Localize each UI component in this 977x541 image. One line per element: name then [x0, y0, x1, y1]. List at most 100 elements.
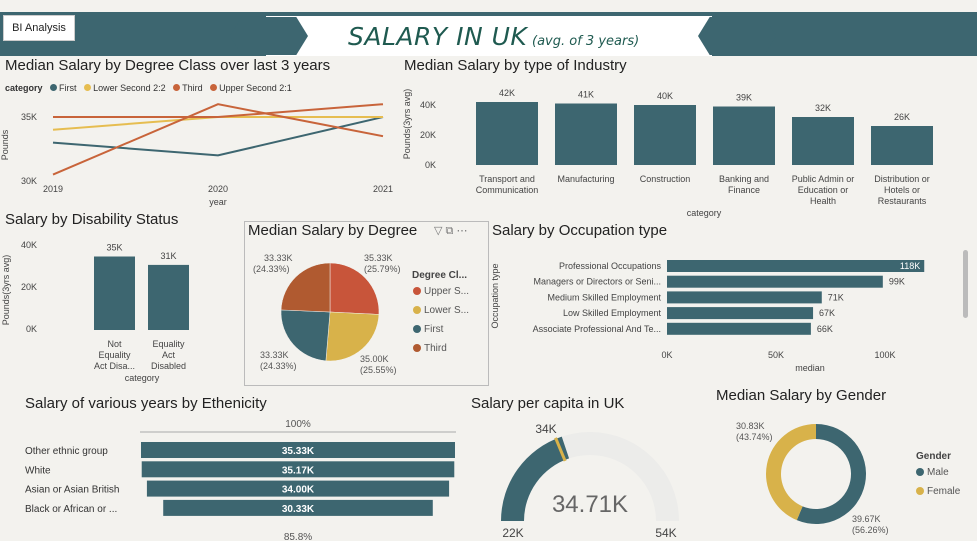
- industry-category-label: Health: [810, 196, 836, 206]
- line-xlabel: year: [209, 197, 227, 207]
- pie-legend-first[interactable]: First: [424, 324, 444, 335]
- ethnicity-chart-title: Salary of various years by Ethenicity: [25, 395, 267, 412]
- ethnicity-top-pct: 100%: [285, 419, 311, 430]
- scrollbar[interactable]: [963, 250, 968, 318]
- line-series-2[interactable]: [52, 103, 384, 176]
- pie-legend-upper[interactable]: Upper S...: [424, 286, 469, 297]
- line-xtick-2020: 2020: [208, 184, 228, 194]
- occupation-xtick-0k: 0K: [661, 350, 672, 360]
- occupation-bar-label: 67K: [819, 308, 835, 318]
- industry-ytick-20k: 20K: [420, 130, 436, 140]
- page-title: SALARY IN UK: [348, 22, 528, 51]
- occupation-bar[interactable]: [667, 307, 814, 320]
- legend-dot-third: [173, 84, 181, 91]
- industry-chart-svg: Pounds(3yrs avg) 40K 20K 0K 42K Transport…: [402, 88, 933, 218]
- industry-bar-label: 32K: [815, 103, 831, 113]
- ethnicity-bar[interactable]: [141, 442, 455, 458]
- occupation-xlabel: median: [795, 363, 825, 373]
- disability-chart-title: Salary by Disability Status: [5, 211, 179, 228]
- bi-analysis-button[interactable]: BI Analysis: [3, 15, 75, 41]
- occupation-bar[interactable]: [667, 291, 822, 304]
- disability-ytick-40k: 40K: [21, 240, 37, 250]
- disability-ytick-20k: 20K: [21, 282, 37, 292]
- filter-icon[interactable]: ▽: [434, 225, 443, 237]
- disability-ytick-0k: 0K: [26, 324, 37, 334]
- industry-bar[interactable]: [634, 105, 696, 165]
- disability-bar[interactable]: [148, 264, 189, 330]
- legend-item-lower-second[interactable]: Lower Second 2:2: [93, 83, 166, 93]
- occupation-bar[interactable]: [667, 260, 925, 272]
- industry-chart-title: Median Salary by type of Industry: [404, 57, 627, 74]
- pie-label-third-pct: (24.33%): [253, 264, 290, 274]
- occupation-chart-title: Salary by Occupation type: [492, 222, 668, 239]
- ethnicity-chart-svg: 100% 35.33K Other ethnic group 35.17K White…: [25, 419, 456, 541]
- donut-legend-female[interactable]: Female: [927, 486, 961, 497]
- more-options-icon[interactable]: ⋯: [456, 225, 468, 237]
- industry-ytick-40k: 40K: [420, 100, 436, 110]
- ethnicity-bar[interactable]: [146, 480, 450, 497]
- ethnicity-bar[interactable]: [141, 461, 455, 478]
- pie-slice[interactable]: [280, 309, 331, 362]
- occupation-xtick-50k: 50K: [768, 350, 784, 360]
- pie-chart-svg: 35.33K (25.79%) 35.00K (25.55%) 33.33K (…: [253, 253, 469, 375]
- industry-bar[interactable]: [713, 106, 775, 166]
- occupation-category-label: Low Skilled Employment: [563, 308, 662, 318]
- pie-slice[interactable]: [325, 311, 380, 362]
- pie-legend-lower[interactable]: Lower S...: [424, 305, 469, 316]
- occupation-bar[interactable]: [667, 322, 811, 335]
- industry-bar[interactable]: [476, 102, 538, 165]
- legend-item-first[interactable]: First: [59, 83, 77, 93]
- disability-category-label: Not: [107, 339, 122, 349]
- occupation-bar-label: 118K: [900, 261, 920, 271]
- right-hexagon: [698, 17, 776, 55]
- pie-legend-dot-third: [413, 344, 421, 352]
- line-series-3[interactable]: [53, 103, 384, 118]
- industry-category-label: Communication: [476, 185, 539, 195]
- focus-mode-icon[interactable]: ⧉: [445, 225, 454, 237]
- line-series-0[interactable]: [52, 116, 384, 157]
- industry-category-label: Banking and: [719, 174, 769, 184]
- ethnicity-category-label: White: [25, 465, 51, 476]
- visual-header-icons: ▽ ⧉ ⋯: [434, 224, 467, 238]
- industry-category-label: Hotels or: [884, 185, 920, 195]
- industry-bar[interactable]: [792, 117, 854, 165]
- line-ytick-30k: 30K: [21, 176, 37, 186]
- industry-xlabel: category: [687, 208, 722, 218]
- donut-male-pct: (56.26%): [852, 525, 889, 535]
- disability-bar-label: 35K: [106, 243, 122, 253]
- pie-slice[interactable]: [280, 262, 331, 313]
- pie-label-lower-pct: (25.55%): [360, 365, 397, 375]
- donut-slices-group: [766, 424, 866, 524]
- donut-male-value: 39.67K: [852, 514, 881, 524]
- occupation-category-label: Managers or Directors or Seni...: [533, 277, 661, 287]
- pie-label-upper-value: 35.33K: [364, 253, 393, 263]
- legend-item-upper-second[interactable]: Upper Second 2:1: [219, 83, 292, 93]
- pie-slice[interactable]: [329, 262, 380, 315]
- gauge-fill[interactable]: [501, 436, 570, 521]
- pie-slices-group: [280, 262, 380, 362]
- industry-bar[interactable]: [555, 103, 617, 166]
- donut-legend-male[interactable]: Male: [927, 467, 949, 478]
- gauge-arcs-group: [501, 432, 679, 521]
- pie-legend-third[interactable]: Third: [424, 343, 447, 354]
- legend-dot-lower-second: [84, 84, 92, 91]
- disability-category-label: Equality: [152, 339, 185, 349]
- donut-slice[interactable]: [796, 424, 866, 524]
- legend-item-third[interactable]: Third: [182, 83, 203, 93]
- ethnicity-bar[interactable]: [163, 499, 433, 516]
- disability-category-label: Act Disa...: [94, 361, 135, 371]
- occupation-bar[interactable]: [667, 275, 883, 288]
- ethnicity-bottom-pct: 85.8%: [284, 532, 312, 541]
- pie-visual-frame[interactable]: [244, 221, 489, 386]
- industry-category-label: Distribution or: [874, 174, 930, 184]
- disability-bar[interactable]: [94, 256, 135, 331]
- occupation-category-label: Medium Skilled Employment: [547, 292, 661, 302]
- occupation-bar-label: 66K: [817, 324, 833, 334]
- industry-bar-label: 39K: [736, 93, 752, 103]
- gauge-target-label: 34K: [535, 422, 556, 436]
- industry-bar[interactable]: [871, 126, 933, 165]
- donut-slice[interactable]: [766, 424, 816, 521]
- pie-label-upper-pct: (25.79%): [364, 264, 401, 274]
- gauge-target-marker: [554, 437, 567, 462]
